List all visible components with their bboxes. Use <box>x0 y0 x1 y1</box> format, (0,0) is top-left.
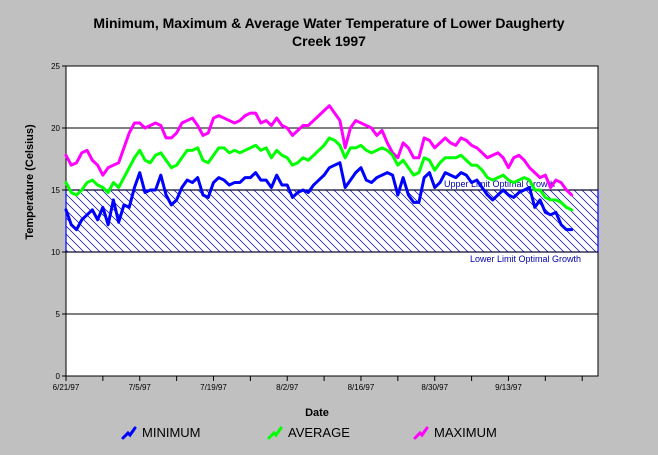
x-tick-label: 7/19/97 <box>200 383 227 392</box>
series-line-maximum <box>64 104 574 197</box>
y-tick-label: 5 <box>56 310 61 319</box>
x-axis-label: Date <box>305 407 329 419</box>
x-tick-label: 8/16/97 <box>348 383 375 392</box>
x-tick-label: 6/21/97 <box>53 383 80 392</box>
upper-limit-label: Upper Limit Optimal Growth <box>444 179 555 189</box>
legend-label: AVERAGE <box>288 425 350 440</box>
legend-label: MAXIMUM <box>434 425 497 440</box>
y-tick-label: 15 <box>51 186 60 195</box>
optimal-growth-band <box>65 189 599 253</box>
x-tick-label: 7/5/97 <box>129 383 152 392</box>
legend-swatch <box>413 426 429 440</box>
chart-title-line-2: Creek 1997 <box>292 33 366 49</box>
y-tick-label: 0 <box>56 372 61 381</box>
lower-limit-label: Lower Limit Optimal Growth <box>470 254 581 264</box>
x-tick-label: 8/2/97 <box>276 383 299 392</box>
chart-title: Minimum, Maximum & Average Water Tempera… <box>0 14 658 50</box>
legend-swatch <box>267 426 283 440</box>
legend-swatch <box>121 426 137 440</box>
y-tick-label: 20 <box>51 124 60 133</box>
series-line-minimum <box>64 161 574 232</box>
y-tick-label: 25 <box>51 62 60 71</box>
x-tick-label: 8/30/97 <box>421 383 448 392</box>
y-tick-label: 10 <box>51 248 60 257</box>
x-tick-label: 9/13/97 <box>495 383 522 392</box>
chart-title-line-1: Minimum, Maximum & Average Water Tempera… <box>93 15 565 31</box>
series-line-average <box>64 136 574 212</box>
legend-label: MINIMUM <box>142 425 201 440</box>
